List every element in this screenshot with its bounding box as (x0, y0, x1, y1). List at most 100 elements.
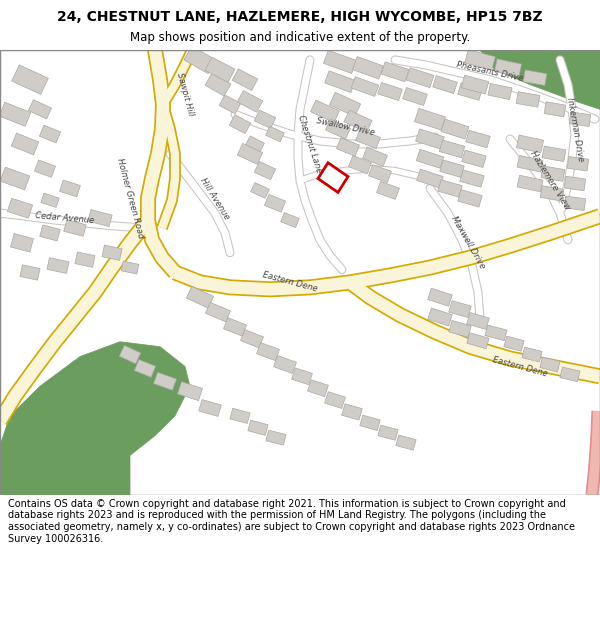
Polygon shape (433, 76, 457, 94)
Text: Eastern Dene: Eastern Dene (262, 271, 319, 294)
Polygon shape (40, 125, 61, 143)
Polygon shape (517, 135, 544, 152)
Polygon shape (344, 110, 372, 132)
Polygon shape (292, 368, 313, 385)
Polygon shape (310, 100, 340, 122)
Text: Cedar Avenue: Cedar Avenue (35, 211, 95, 225)
Polygon shape (28, 100, 52, 119)
Polygon shape (480, 50, 600, 109)
Polygon shape (441, 119, 469, 139)
Polygon shape (356, 129, 380, 149)
Text: Contains OS data © Crown copyright and database right 2021. This information is : Contains OS data © Crown copyright and d… (8, 499, 575, 544)
Polygon shape (449, 321, 471, 338)
Polygon shape (134, 359, 155, 378)
Polygon shape (266, 430, 286, 445)
Text: Map shows position and indicative extent of the property.: Map shows position and indicative extent… (130, 31, 470, 44)
Polygon shape (257, 342, 280, 361)
Polygon shape (415, 108, 445, 130)
Text: Eastern Dene: Eastern Dene (491, 355, 548, 378)
Polygon shape (517, 156, 543, 172)
Polygon shape (406, 68, 434, 88)
Polygon shape (485, 325, 507, 341)
Polygon shape (47, 258, 69, 273)
Polygon shape (458, 189, 482, 207)
Polygon shape (416, 149, 444, 168)
Polygon shape (417, 169, 443, 188)
Polygon shape (516, 92, 540, 107)
Polygon shape (428, 308, 452, 326)
Text: Maxwell Drive: Maxwell Drive (449, 215, 487, 271)
Polygon shape (464, 49, 496, 70)
Text: Holmer Green Road: Holmer Green Road (115, 158, 145, 239)
Polygon shape (569, 112, 591, 126)
Polygon shape (11, 65, 49, 94)
Polygon shape (11, 133, 39, 155)
Polygon shape (560, 367, 580, 382)
Polygon shape (488, 84, 512, 99)
Polygon shape (403, 88, 427, 106)
Polygon shape (237, 91, 263, 112)
Polygon shape (378, 425, 398, 440)
Polygon shape (121, 261, 139, 274)
Polygon shape (504, 336, 524, 351)
Polygon shape (416, 129, 445, 149)
Polygon shape (377, 82, 403, 101)
Polygon shape (428, 288, 452, 306)
Text: Inkerman Drive: Inkerman Drive (565, 96, 585, 162)
Polygon shape (75, 252, 95, 268)
Text: Chestnut Lane: Chestnut Lane (296, 114, 323, 174)
Text: Pheasants Drive: Pheasants Drive (456, 60, 524, 83)
Polygon shape (237, 143, 263, 164)
Polygon shape (308, 380, 328, 397)
Text: Hazlemere View: Hazlemere View (528, 149, 572, 212)
Polygon shape (88, 209, 112, 227)
Polygon shape (377, 181, 400, 199)
Polygon shape (274, 356, 296, 373)
Polygon shape (541, 166, 565, 181)
Polygon shape (64, 220, 86, 236)
Polygon shape (517, 175, 543, 192)
Polygon shape (0, 342, 190, 495)
Polygon shape (438, 180, 462, 197)
Polygon shape (20, 265, 40, 280)
Polygon shape (230, 408, 250, 424)
Polygon shape (187, 286, 214, 308)
Text: Hill Avenue: Hill Avenue (199, 176, 232, 221)
Polygon shape (544, 102, 566, 117)
Polygon shape (254, 110, 275, 128)
Polygon shape (205, 73, 231, 96)
Polygon shape (449, 301, 471, 318)
Polygon shape (281, 213, 299, 228)
Polygon shape (325, 71, 355, 92)
Polygon shape (248, 420, 268, 436)
Polygon shape (154, 372, 176, 390)
Polygon shape (323, 50, 356, 74)
Polygon shape (494, 59, 521, 77)
Polygon shape (461, 75, 489, 94)
Polygon shape (223, 318, 247, 336)
Polygon shape (329, 92, 361, 116)
Polygon shape (362, 148, 388, 166)
Polygon shape (325, 392, 346, 409)
Polygon shape (540, 186, 564, 201)
Polygon shape (337, 138, 359, 156)
Polygon shape (467, 312, 489, 329)
Polygon shape (351, 77, 379, 96)
Polygon shape (41, 193, 59, 208)
Polygon shape (265, 194, 286, 212)
Polygon shape (360, 415, 380, 431)
Polygon shape (254, 161, 275, 180)
Polygon shape (7, 198, 32, 218)
Polygon shape (241, 329, 263, 348)
Polygon shape (205, 58, 235, 82)
Polygon shape (266, 126, 284, 142)
Polygon shape (102, 245, 122, 261)
Polygon shape (466, 130, 490, 148)
Text: 24, CHESTNUT LANE, HAZLEMERE, HIGH WYCOMBE, HP15 7BZ: 24, CHESTNUT LANE, HAZLEMERE, HIGH WYCOM… (57, 10, 543, 24)
Polygon shape (34, 160, 56, 177)
Polygon shape (349, 156, 371, 174)
Polygon shape (119, 346, 140, 364)
Polygon shape (567, 156, 589, 171)
Polygon shape (564, 196, 586, 211)
Polygon shape (184, 46, 216, 74)
